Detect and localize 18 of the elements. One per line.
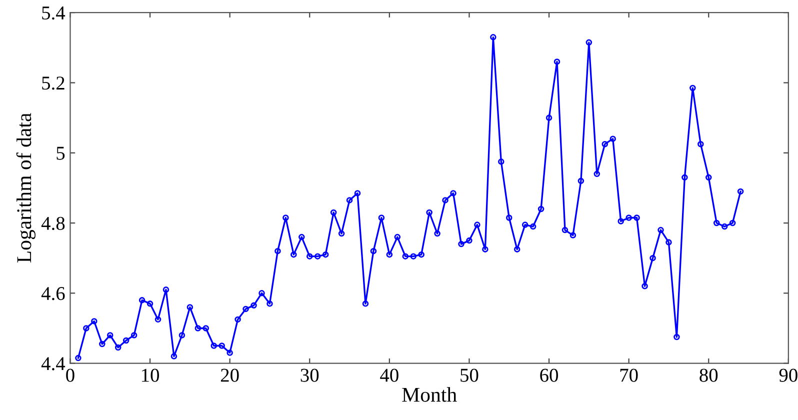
x-axis-title: Month — [402, 387, 457, 402]
y-tick-label: 4.4 — [41, 357, 66, 370]
x-tick-label: 50 — [460, 368, 478, 382]
y-tick-label: 4.6 — [41, 287, 65, 300]
x-tick-label: 90 — [779, 368, 798, 382]
x-tick-label: 0 — [66, 368, 74, 382]
x-tick-label: 70 — [620, 368, 638, 382]
y-tick-label: 5 — [56, 146, 65, 160]
y-tick-label: 5.2 — [42, 76, 64, 90]
y-tick-label: 4.8 — [41, 216, 65, 230]
y-tick-label: 5.4 — [42, 6, 66, 20]
x-tick-label: 20 — [220, 368, 239, 382]
x-tick-label: 60 — [540, 368, 558, 382]
x-tick-label: 40 — [380, 368, 398, 382]
y-axis-title: Logarithm of data — [16, 113, 36, 263]
x-tick-label: 30 — [300, 368, 319, 382]
x-tick-label: 10 — [142, 368, 160, 382]
x-tick-label: 80 — [700, 368, 718, 382]
